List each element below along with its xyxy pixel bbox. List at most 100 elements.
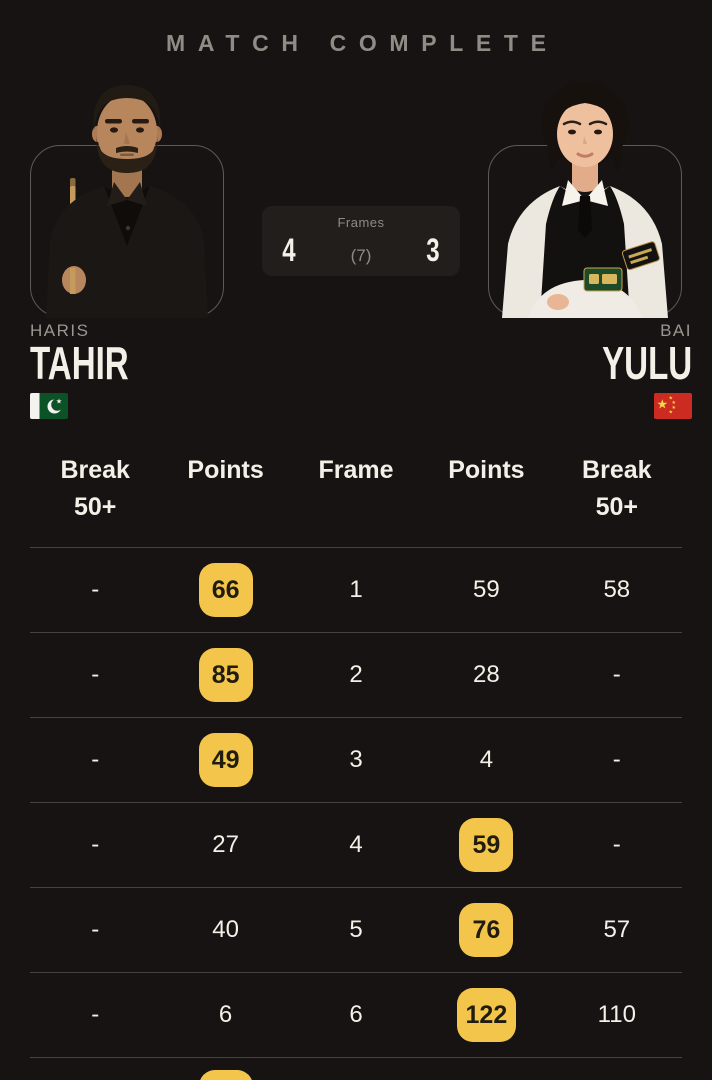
cell-value: 6 [218,1001,233,1028]
svg-text:★: ★ [56,398,62,406]
winning-points-badge: 66 [198,563,253,617]
table-cell: - [552,661,682,689]
cell-value: - [91,831,100,858]
table-cell: 110 [552,1001,682,1029]
last-name-left: TAHIR [30,337,129,389]
last-name-right: YULU [601,337,692,389]
player-photo-left [46,85,208,318]
cell-value: - [91,1001,100,1028]
column-header-line1: Frame [318,456,394,484]
column-header-line2: 50+ [73,493,117,521]
first-name-left: HARIS [30,321,90,340]
table-cell [160,1069,290,1080]
table-row: - 66 1 59 58 [30,547,682,632]
table-cell: - [552,831,682,859]
first-name-right: BAI [660,321,692,340]
column-header: Points [421,452,551,547]
table-cell: 5 [291,916,421,944]
player-name-right: BAI YULU ★ ★ ★ ★ ★ [567,321,692,424]
table-row: - 49 3 4 - [30,717,682,802]
right-frame-score: 3 [426,232,440,268]
frames-label: Frames [337,215,385,230]
column-header: Break 50+ [30,452,160,547]
cell-value: 27 [212,831,239,858]
table-row: - 27 4 59 - [30,802,682,887]
cell-value: - [91,661,100,688]
table-cell: 1 [291,576,421,604]
table-cell: 59 [421,576,551,604]
winning-points-badge: 122 [456,988,517,1042]
table-cell: 4 [291,831,421,859]
cell-value: 28 [473,661,500,688]
table-cell: 58 [552,576,682,604]
winning-points-badge [198,1069,253,1080]
table-cell: 6 [160,1001,290,1029]
table-cell: 2 [291,661,421,689]
left-frame-score: 4 [282,232,296,268]
table-cell: 76 [421,903,551,957]
column-header-line1: Points [187,456,264,484]
winning-points-badge: 59 [459,818,514,872]
column-header-line1: Points [448,456,525,484]
table-header: Break 50+ Points Frame Points Break 50+ [30,440,682,547]
table-row: - 85 2 28 - [30,632,682,717]
column-header-line2: 50+ [595,493,638,521]
cell-value: 3 [349,746,363,773]
table-cell: - [552,746,682,774]
column-header: Points [160,452,290,547]
table-cell: - [30,576,160,604]
pakistan-flag-icon: ★ [30,393,68,419]
table-row [30,1057,682,1080]
cell-value: - [612,661,621,688]
table-cell: 28 [421,661,551,689]
table-cell: 3 [291,746,421,774]
table-cell: 66 [160,563,290,617]
winning-points-badge: 49 [198,733,253,787]
svg-text:★: ★ [672,405,677,411]
table-cell: - [30,916,160,944]
cell-value: - [91,576,100,603]
table-cell: 4 [421,746,551,774]
table-cell: 59 [421,818,551,872]
table-cell: - [30,831,160,859]
column-header: Frame [291,452,421,547]
winning-points-badge: 85 [198,648,253,702]
svg-text:★: ★ [672,400,677,406]
column-header: Break 50+ [552,452,682,547]
table-cell: - [30,746,160,774]
table-cell: 40 [160,916,290,944]
frames-score-box: Frames 4 (7) 3 [262,206,460,276]
china-flag-icon: ★ ★ ★ ★ ★ [654,393,692,419]
cell-value: 1 [349,576,363,603]
cell-value: 59 [473,576,500,603]
table-row: - 40 5 76 57 [30,887,682,972]
frame-results-table: Break 50+ Points Frame Points Break 50+ -66 1 59… [30,440,682,1080]
column-header-line1: Break [582,456,652,484]
page-title: MATCH COMPLETE [166,30,559,56]
table-cell: 6 [291,1001,421,1029]
best-of-frames: (7) [350,246,372,265]
cell-value: 5 [349,916,363,943]
cell-value: 58 [603,576,631,603]
cell-value: - [612,746,621,773]
table-cell: - [30,661,160,689]
cell-value: 40 [212,916,239,943]
player-photo-right [502,82,668,318]
winning-points-badge: 76 [459,903,514,957]
table-cell: 27 [160,831,290,859]
svg-text:★: ★ [657,397,669,412]
table-cell: 49 [160,733,290,787]
svg-text:★: ★ [669,410,674,416]
player-name-left: HARIS TAHIR ★ [30,321,167,424]
table-cell: 57 [552,916,682,944]
table-body[interactable]: -66 1 59 58-85 2 28- -49 3 4- -27 4 59- -40 5 76 57-6 6 1… [30,547,682,1080]
column-header-line1: Break [60,456,130,484]
cell-value: 6 [349,1001,363,1028]
table-row: - 6 6 122 110 [30,972,682,1057]
cell-value: 57 [603,916,631,943]
cell-value: 4 [479,746,494,773]
cell-value: - [612,831,621,858]
cell-value: 4 [349,831,363,858]
cell-value: 2 [349,661,363,688]
